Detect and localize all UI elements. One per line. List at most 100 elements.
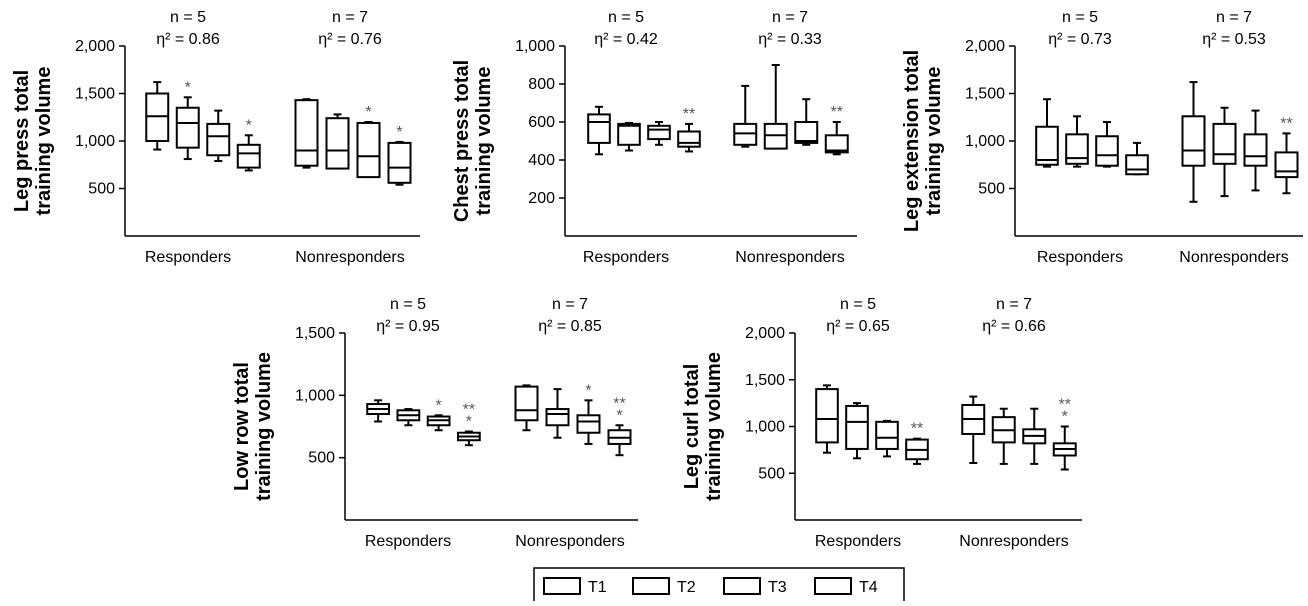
box-plot-t4: *** [1052,397,1077,471]
box [1125,154,1149,176]
group-label: Responders [145,249,231,266]
group-label: Nonresponders [295,249,404,266]
box [294,99,319,167]
y-tick-label: 200 [528,190,555,207]
chart-panel: 500 1,000 1,500 Low row total training volum… [231,296,638,550]
box-plot-t4: ** [677,106,701,153]
box-plot-t2 [845,402,869,460]
box-plot-t4: *** [456,401,481,447]
n-label: n = 7 [772,9,808,26]
y-axis-label: Leg curl total [681,364,703,490]
significance-mark: * [365,104,371,121]
box [175,106,200,149]
box [1035,125,1059,166]
group-label: Nonresponders [959,533,1068,550]
group-label: Responders [365,533,451,550]
significance-mark: * [185,79,191,96]
legend: T1 T2 T3 T4 [533,567,905,606]
legend-label: T1 [588,579,607,596]
box-plot-t3 [1095,121,1119,168]
box-plot-t4 [1125,141,1149,176]
box-plot-t3: * [576,382,601,445]
y-tick-label: 800 [528,76,555,93]
box [1065,133,1089,165]
box [875,420,899,450]
y-axis-label: Leg press total [11,70,33,212]
box-plot-t4: * [236,117,261,172]
box-plot-t3 [1243,109,1268,192]
y-tick-label: 2,000 [965,38,1005,55]
eta-squared-label: η² = 0.76 [318,31,382,48]
box [576,414,601,434]
y-tick-label: 1,000 [745,419,785,436]
n-label: n = 7 [332,9,368,26]
box-plot-t4: ** [905,421,929,465]
box [587,113,611,144]
n-label: n = 5 [170,9,206,26]
y-tick-label: 400 [528,152,555,169]
box-plot-t1 [1181,81,1206,203]
y-tick-label: 1,000 [295,387,335,404]
y-tick-label: 500 [88,181,115,198]
box [545,408,570,427]
group-label: Responders [815,533,901,550]
box [325,117,350,170]
box [617,122,641,146]
y-tick-label: 1,500 [965,86,1005,103]
n-label: n = 7 [1216,9,1252,26]
group-label: Responders [583,249,669,266]
significance-mark: ** [1280,115,1292,132]
legend-label: T2 [677,579,696,596]
legend-swatch [814,577,852,595]
legend-label: T3 [768,579,787,596]
chart-panel: 500 1,000 1,500 2,000 Leg extension total tra… [901,9,1303,266]
group-label: Nonresponders [515,533,624,550]
box [356,121,381,179]
significance-mark: * [616,407,622,424]
eta-squared-label: η² = 0.33 [758,31,822,48]
box-plot-t1 [961,395,986,464]
box-plot-t3: * [426,397,451,432]
significance-mark: * [396,124,402,141]
group-label: Nonresponders [1179,249,1288,266]
box-plot-t4: * [387,124,412,186]
significance-mark: * [1062,409,1068,426]
box [845,404,869,450]
box-plot-t2 [617,121,641,152]
box [647,124,671,141]
box-plot-t2 [325,113,350,170]
n-label: n = 5 [1062,9,1098,26]
significance-mark: ** [613,395,625,412]
significance-mark: * [585,382,591,399]
box [387,141,412,184]
n-label: n = 5 [840,296,876,313]
eta-squared-label: η² = 0.66 [982,318,1046,335]
y-tick-label: 600 [528,114,555,131]
group-label: Responders [1037,249,1123,266]
eta-squared-label: η² = 0.42 [594,31,658,48]
box-plot-t3 [794,98,819,146]
eta-squared-label: η² = 0.95 [376,318,440,335]
box [1181,115,1206,167]
eta-squared-label: η² = 0.86 [156,31,220,48]
y-tick-label: 1,500 [75,86,115,103]
chart-panel: 200 400 600 800 1,000 Chest press total traini… [451,9,857,266]
box-plot-t3 [875,419,899,458]
box-plot-t2 [396,408,421,427]
box-plot-t1 [587,105,611,156]
box-plot-t2 [545,388,570,439]
y-tick-label: 1,500 [295,325,335,342]
significance-mark: ** [1059,397,1071,414]
y-axis-label: training volume [703,352,725,501]
y-axis-label: training volume [253,352,275,501]
significance-mark: ** [831,104,843,121]
box-plot-t2 [991,407,1016,465]
y-tick-label: 1,000 [75,133,115,150]
box-plot-t1 [514,384,539,432]
y-tick-label: 1,500 [745,372,785,389]
box-plot-t1 [815,384,839,454]
box [206,122,231,157]
eta-squared-label: η² = 0.65 [826,318,890,335]
